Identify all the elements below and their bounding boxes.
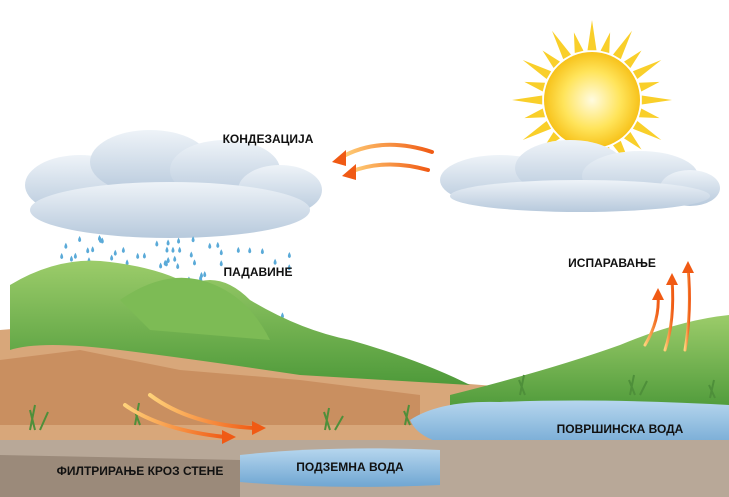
rain-drop [159,263,162,269]
rain-drop [220,249,223,255]
rain-drop [70,256,73,262]
rain-drop [110,255,113,261]
sun-ray [642,96,672,105]
sun-ray [543,51,560,68]
rain-drop [261,248,264,254]
rain-drop [208,243,211,249]
sun-ray [523,60,551,79]
rain-drop [237,247,240,253]
sun-ray [574,32,584,53]
sun-ray [624,132,641,149]
rain-drop [98,235,101,241]
cloud-right [440,140,720,212]
rain-drop [176,263,179,269]
water-cycle-diagram: КОНДЕЗАЦИЈА ПАДАВИНЕ ИСПАРАВАЊЕ ПОВРШИНС… [0,0,729,497]
sun-ray [624,51,641,68]
rain-drop [60,253,63,259]
rain-drop [216,242,219,248]
sun-ray [613,31,632,59]
rain-drop [171,247,174,253]
sun-ray [639,109,660,119]
rain-drop [91,246,94,252]
rain-drop [155,240,158,246]
label-evaporation: ИСПАРАВАЊЕ [568,256,656,270]
rain-drop [178,247,181,253]
rain-drop [122,247,125,253]
sun-ray [524,109,545,119]
sun-ray [633,60,661,79]
rain-drop [203,271,206,277]
rain-drop [288,252,291,258]
rain-drop [74,253,77,259]
label-condensation: КОНДЕЗАЦИЈА [223,132,314,146]
sun-ray [512,96,542,105]
label-groundwater: ПОДЗЕМНА ВОДА [296,460,404,474]
sun-ray [524,82,545,92]
page: {"labels": { "condensation": "КОНДЕЗАЦИЈ… [0,0,729,497]
rain-drop [274,259,277,265]
condensation-arrows [332,145,432,180]
sun-ray [601,32,611,53]
rain-drop [177,238,180,244]
rain-drop [193,259,196,265]
sun-ray [523,121,551,140]
rain-drop [86,247,89,253]
rain-drop [167,257,170,263]
rain-drop [78,236,81,242]
rain-drop [136,253,139,259]
rain-drop [173,256,176,262]
sun-ray [552,31,571,59]
rain-drop [114,250,117,256]
rain-drop [64,243,67,249]
cloud-left [25,130,322,238]
rain-drop [248,247,251,253]
rain-drop [190,252,193,258]
rain-drop [143,253,146,259]
label-surface-water: ПОВРШИНСКА ВОДА [557,422,684,436]
sun-ray [639,82,660,92]
label-precipitation: ПАДАВИНЕ [224,265,293,279]
label-filtration: ФИЛТРИРАЊЕ КРОЗ СТЕНЕ [57,464,224,478]
rain-drop [167,240,170,246]
sun-ray [588,20,597,50]
sun-ray [633,121,661,140]
rain-drop [220,260,223,266]
rain-drop [165,247,168,253]
